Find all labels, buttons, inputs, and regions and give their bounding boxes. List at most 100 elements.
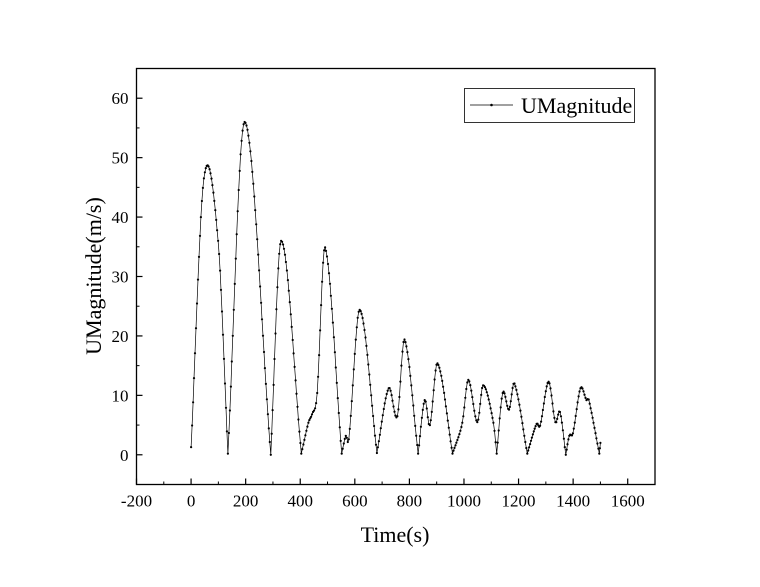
data-point [558, 410, 562, 414]
data-point [198, 234, 202, 237]
data-point [567, 438, 570, 441]
data-point [514, 385, 517, 388]
data-point [472, 402, 475, 406]
data-point [355, 326, 358, 329]
data-point [274, 332, 277, 335]
data-point [439, 370, 442, 373]
data-point [494, 441, 497, 444]
data-point [463, 406, 466, 409]
y-tick-label: 50 [112, 149, 129, 168]
data-point [489, 407, 492, 410]
series-umagnitude [190, 120, 602, 456]
data-point [312, 409, 316, 412]
y-tick-label: 10 [112, 386, 129, 405]
data-point [228, 409, 231, 412]
data-point [227, 431, 230, 435]
data-point [445, 412, 448, 415]
data-point [452, 449, 455, 452]
data-point [278, 252, 281, 255]
data-point [525, 446, 528, 450]
data-point [350, 400, 353, 403]
data-point [571, 432, 575, 435]
data-point [339, 439, 342, 442]
data-point [577, 395, 580, 398]
data-point [444, 405, 447, 408]
data-point [342, 442, 345, 445]
data-point [562, 437, 566, 440]
data-point [402, 340, 405, 344]
data-point [437, 363, 440, 367]
data-point [277, 267, 280, 270]
data-point [368, 373, 371, 376]
data-point [508, 405, 511, 408]
data-point [547, 380, 550, 383]
data-point [246, 128, 249, 131]
data-point [447, 426, 450, 429]
data-point [192, 377, 196, 380]
data-point [223, 382, 227, 385]
data-point [539, 424, 542, 427]
data-point [561, 429, 565, 432]
data-point [220, 310, 224, 313]
data-point [521, 422, 524, 425]
data-point [275, 308, 278, 311]
data-point [282, 247, 286, 250]
data-point [523, 434, 526, 437]
data-point [289, 313, 292, 316]
data-point [194, 327, 198, 330]
data-point [462, 415, 465, 418]
data-point [266, 413, 269, 416]
data-point [500, 397, 503, 400]
data-point [446, 419, 449, 422]
data-point [213, 199, 216, 202]
data-point [307, 421, 310, 424]
data-point [365, 344, 368, 347]
data-point [421, 408, 424, 411]
data-point [373, 434, 377, 437]
data-point [204, 167, 207, 170]
data-point [426, 416, 429, 419]
data-point [432, 389, 435, 392]
data-point [511, 386, 514, 390]
data-point [248, 141, 251, 144]
data-point [406, 351, 409, 354]
y-tick-label: 20 [112, 327, 129, 346]
data-point [559, 415, 563, 418]
data-point [385, 392, 388, 396]
data-point [346, 440, 349, 444]
data-point [217, 239, 220, 242]
data-point [215, 218, 218, 221]
data-point [229, 385, 232, 388]
data-point [506, 404, 509, 407]
data-point [208, 168, 211, 171]
data-point [532, 430, 535, 433]
data-point [581, 387, 584, 390]
x-tick-label: 1200 [502, 492, 536, 511]
data-point [453, 446, 456, 449]
data-point [196, 278, 200, 281]
data-point [299, 441, 302, 445]
data-point [570, 434, 574, 437]
data-point [353, 352, 356, 355]
data-point [587, 398, 590, 401]
data-point [373, 424, 376, 428]
y-tick-label: 60 [112, 89, 129, 108]
data-point [221, 333, 225, 336]
data-point [461, 421, 464, 424]
x-tick-label: 600 [342, 492, 368, 511]
data-point [222, 357, 226, 360]
data-point [450, 446, 453, 449]
data-point [394, 414, 397, 417]
data-point [413, 414, 416, 417]
data-point [403, 338, 406, 341]
data-point [390, 394, 393, 397]
data-point [331, 321, 334, 324]
data-point [530, 436, 534, 439]
data-point [376, 446, 379, 449]
legend: UMagnitude [464, 88, 635, 123]
data-point [362, 322, 365, 325]
data-point [383, 402, 386, 405]
data-point [540, 415, 544, 418]
data-point [477, 418, 480, 421]
data-point [305, 429, 308, 432]
